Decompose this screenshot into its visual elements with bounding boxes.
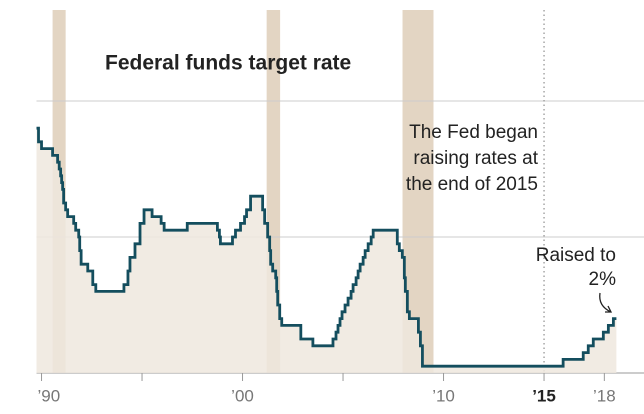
x-tick-label: ’90	[38, 386, 61, 405]
rate-line	[36, 126, 617, 368]
annotation: The Fed began	[409, 122, 538, 143]
x-tick-label: ’15	[532, 386, 556, 405]
callout: Raised to	[536, 245, 616, 266]
annotation: raising rates at	[413, 148, 538, 169]
annotation: the end of 2015	[406, 174, 538, 195]
callout: 2%	[589, 269, 617, 290]
x-tick-label: ’00	[231, 386, 254, 405]
chart-title: Federal funds target rate	[105, 52, 351, 75]
callout-arrow	[599, 292, 613, 313]
x-tick-label: ’10	[432, 386, 455, 405]
area	[36, 128, 617, 373]
x-tick-label: ’18	[593, 386, 616, 405]
